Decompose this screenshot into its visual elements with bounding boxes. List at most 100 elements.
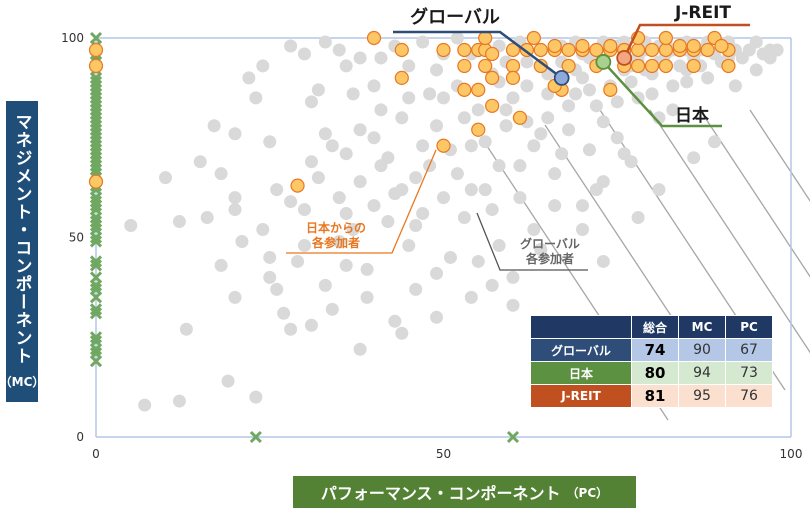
global-point xyxy=(749,63,763,77)
japan-point xyxy=(478,30,493,46)
japan-point xyxy=(644,42,660,58)
global-point xyxy=(610,131,624,145)
global-point xyxy=(576,199,589,213)
global-point xyxy=(596,115,610,129)
japan-point xyxy=(485,98,500,113)
global-point xyxy=(332,191,346,205)
japan-point xyxy=(686,58,701,74)
x-stroke xyxy=(249,430,262,444)
y-tick-label: 50 xyxy=(69,231,84,245)
global-point xyxy=(284,195,298,209)
global-point xyxy=(569,87,583,101)
global-point xyxy=(311,83,325,97)
japan-point xyxy=(561,42,576,58)
header-mc: MC xyxy=(678,315,726,339)
global-point xyxy=(423,87,437,101)
japan-callout xyxy=(602,61,722,128)
japan-point xyxy=(88,42,104,58)
y-tick-label: 0 xyxy=(76,430,84,444)
global-point xyxy=(304,95,318,109)
zero-x-marker xyxy=(89,279,103,292)
global-point xyxy=(534,127,548,141)
global-point xyxy=(242,71,256,85)
global-point xyxy=(249,91,263,105)
global-point xyxy=(527,139,541,153)
global-point xyxy=(450,31,464,45)
global-point xyxy=(228,127,242,141)
highlight-point xyxy=(595,54,612,70)
zero-x-marker xyxy=(89,307,103,320)
global-point xyxy=(506,270,520,284)
japan-point xyxy=(436,42,451,58)
zero-x-marker xyxy=(89,331,103,344)
global-point xyxy=(513,191,527,205)
row-total: 80 xyxy=(631,361,679,385)
iso-line xyxy=(749,109,810,202)
japan-point xyxy=(485,46,500,62)
header-total: 総合 xyxy=(631,315,679,339)
jreit-label: J-REIT xyxy=(674,3,731,23)
global-point xyxy=(325,139,339,153)
global-point xyxy=(430,119,444,133)
row-total: 74 xyxy=(631,338,679,362)
japan-point xyxy=(547,38,562,54)
x-axis-label: パフォーマンス・コンポーネント （PC） xyxy=(293,476,636,508)
japan-point xyxy=(457,42,472,58)
japan-point xyxy=(630,58,646,74)
global-point xyxy=(409,282,423,296)
global-point xyxy=(339,147,353,161)
global-point xyxy=(353,51,367,65)
highlight-point xyxy=(553,70,570,86)
global-point xyxy=(770,43,784,57)
global-point xyxy=(200,211,214,225)
global-point xyxy=(749,35,763,49)
global-point xyxy=(284,322,298,336)
japan-point xyxy=(658,58,674,74)
global-point xyxy=(270,183,284,197)
global-point xyxy=(360,290,374,304)
global-point xyxy=(353,123,367,137)
global-point xyxy=(346,87,360,101)
global-point xyxy=(298,203,311,217)
japan-point xyxy=(672,38,687,54)
global-point xyxy=(416,207,430,221)
zero-x-marker xyxy=(89,199,103,212)
table-row-jreit: J-REIT 81 95 76 xyxy=(530,384,773,408)
global-point xyxy=(353,175,367,189)
japan-point xyxy=(686,38,701,54)
x-stroke xyxy=(89,255,103,268)
global-point xyxy=(478,183,492,197)
global-point xyxy=(492,159,506,173)
japan-participants-leader xyxy=(286,149,437,254)
zero-x-marker xyxy=(89,255,103,268)
header-pc: PC xyxy=(725,315,773,339)
x-axis-unit: （PC） xyxy=(566,485,609,500)
global-point xyxy=(256,59,270,73)
global-point xyxy=(631,211,645,225)
x-stroke xyxy=(89,303,103,316)
callout-lines xyxy=(286,23,750,271)
japan-point xyxy=(603,38,618,54)
global-point xyxy=(457,111,471,125)
y-tick-label: 100 xyxy=(61,31,84,45)
japan-point xyxy=(457,58,472,74)
global-point xyxy=(666,79,680,93)
global-point xyxy=(395,183,409,197)
row-mc: 95 xyxy=(678,384,726,408)
global-point xyxy=(687,151,701,165)
japan-point xyxy=(436,138,451,153)
global-point xyxy=(256,223,270,237)
zero-score-markers xyxy=(89,31,520,444)
japan-point xyxy=(512,110,528,125)
global-point xyxy=(263,250,277,264)
global-point xyxy=(353,342,367,356)
global-point xyxy=(506,91,520,105)
global-point xyxy=(666,103,680,117)
japan-point xyxy=(394,70,409,86)
global-point xyxy=(346,223,360,237)
japan-point xyxy=(478,58,493,74)
global-point xyxy=(318,35,332,49)
global-point xyxy=(374,51,388,65)
global-point xyxy=(339,207,353,221)
